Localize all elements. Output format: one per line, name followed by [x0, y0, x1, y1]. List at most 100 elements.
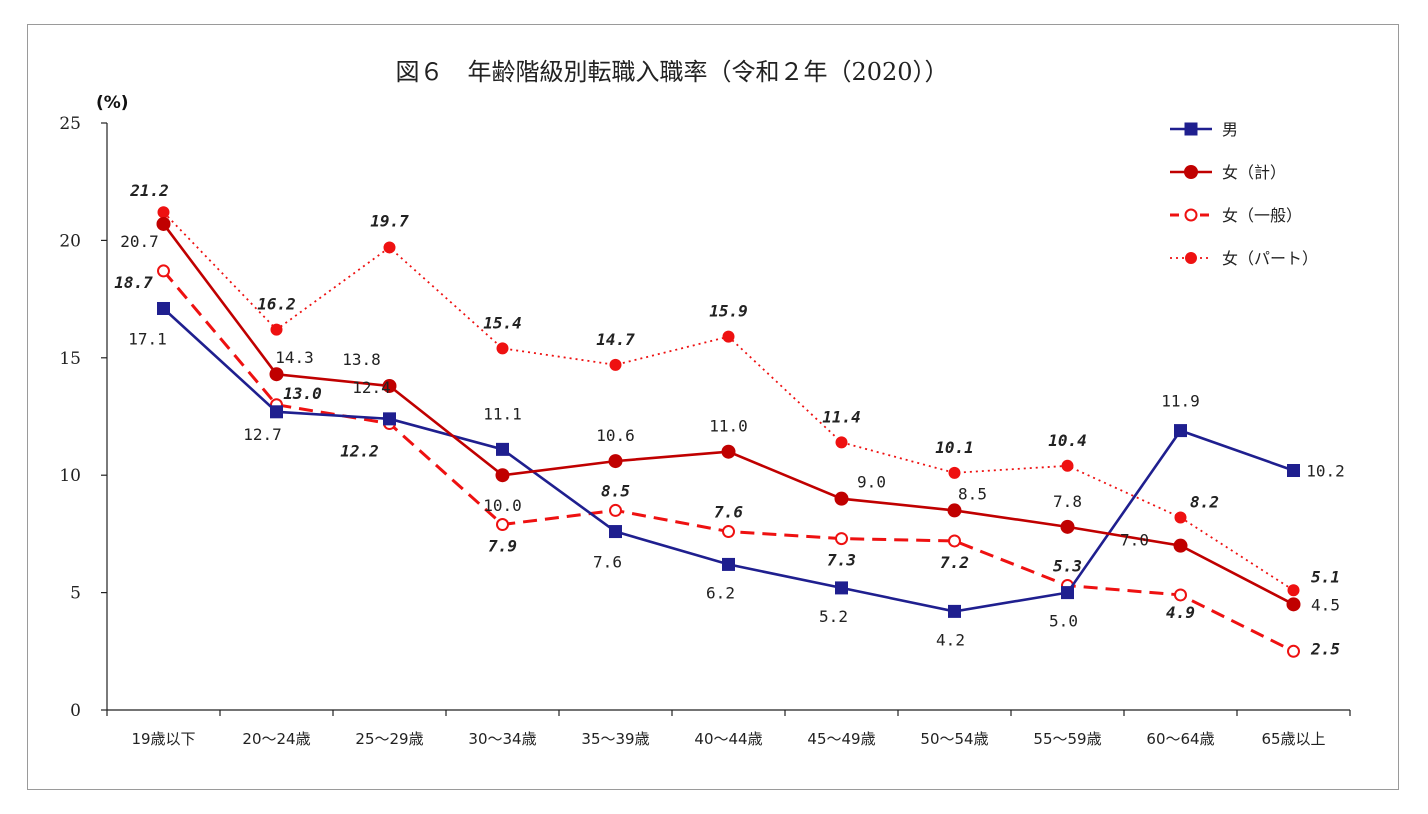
series-female-total [156, 216, 1301, 612]
series-layer [156, 206, 1301, 658]
data-label-female-part: 10.1 [935, 438, 974, 457]
y-tick-label: 20 [59, 231, 81, 251]
data-point-female-total [1173, 538, 1188, 553]
data-label-male: 10.2 [1306, 462, 1345, 481]
data-point-female-total [834, 491, 849, 506]
data-point-male [1061, 586, 1074, 600]
series-female-part [157, 206, 1300, 597]
data-point-female-total [269, 367, 284, 382]
data-label-male: 12.7 [243, 425, 282, 444]
data-label-female-total: 20.7 [120, 232, 159, 251]
data-point-female-part [609, 358, 622, 371]
data-point-female-total [1060, 519, 1075, 534]
data-label-female-total: 7.0 [1120, 531, 1149, 550]
y-axis-unit: (%) [96, 93, 129, 113]
data-label-female-total: 7.8 [1053, 492, 1082, 511]
legend-marker-male [1184, 122, 1198, 136]
x-tick-label: 25～29歳 [355, 730, 423, 748]
data-point-female-general [948, 534, 961, 548]
x-tick-label: 35～39歳 [581, 730, 649, 748]
data-point-female-part [157, 206, 170, 219]
data-point-female-part [835, 436, 848, 449]
data-point-male [270, 405, 283, 419]
data-point-female-part [270, 323, 283, 336]
data-label-male: 12.4 [352, 378, 391, 397]
x-tick-label: 50～54歳 [920, 730, 988, 748]
y-tick-label: 10 [59, 466, 81, 486]
data-label-female-general: 13.0 [283, 384, 322, 403]
data-point-female-total [1286, 597, 1301, 612]
data-point-female-general [722, 525, 735, 539]
data-label-female-general: 7.2 [940, 553, 969, 572]
data-point-female-part [496, 342, 509, 355]
y-tick-label: 25 [59, 114, 81, 134]
data-label-female-part: 10.4 [1048, 431, 1087, 450]
data-label-female-general: 8.5 [601, 481, 630, 500]
data-label-male: 5.0 [1049, 612, 1078, 631]
data-label-female-part: 16.2 [257, 295, 296, 314]
data-point-male [1174, 424, 1187, 438]
data-label-female-general: 7.3 [827, 551, 856, 570]
data-point-male [609, 525, 622, 539]
data-label-female-general: 12.2 [340, 442, 379, 461]
data-label-female-part: 19.7 [370, 211, 409, 230]
data-point-male [722, 557, 735, 571]
data-label-female-general: 7.6 [714, 503, 743, 522]
x-tick-label: 60～64歳 [1146, 730, 1214, 748]
data-point-female-part [1061, 459, 1074, 472]
data-point-female-general [609, 503, 622, 517]
data-point-female-total [947, 503, 962, 518]
data-label-male: 11.9 [1161, 392, 1200, 411]
chart-frame [27, 24, 1399, 790]
data-label-female-part: 21.2 [129, 181, 169, 200]
x-tick-label: 45～49歳 [807, 730, 875, 748]
data-label-female-general: 4.9 [1166, 603, 1195, 622]
data-label-female-part: 14.7 [596, 330, 635, 349]
data-point-female-general [496, 518, 509, 532]
data-point-female-general [1174, 588, 1187, 602]
legend-marker-female-general [1184, 208, 1198, 222]
data-label-male: 17.1 [128, 329, 167, 348]
data-label-female-general: 18.7 [114, 273, 153, 292]
data-label-female-general: 7.9 [488, 537, 517, 556]
data-point-male [383, 412, 396, 426]
data-point-female-part [383, 241, 396, 254]
legend-marker-female-total [1184, 165, 1198, 179]
data-point-female-general [1287, 644, 1300, 658]
data-label-male: 5.2 [819, 607, 848, 626]
legend-label-female-total: 女（計） [1222, 163, 1286, 182]
data-label-male: 11.1 [483, 404, 522, 423]
data-point-male [496, 442, 509, 456]
y-tick-label: 0 [70, 701, 81, 721]
legend-label-female-part: 女（パート） [1222, 249, 1318, 268]
data-label-female-total: 8.5 [958, 484, 987, 503]
data-point-female-total [495, 468, 510, 483]
data-label-female-part: 15.4 [483, 313, 522, 332]
data-label-female-total: 13.8 [342, 350, 381, 369]
x-tick-label: 40～44歳 [694, 730, 762, 748]
data-point-female-total [608, 454, 623, 469]
legend-label-male: 男 [1222, 120, 1238, 139]
data-point-male [948, 604, 961, 618]
data-label-female-total: 10.0 [483, 496, 522, 515]
data-point-female-total [721, 444, 736, 459]
data-label-female-part: 5.1 [1311, 567, 1340, 586]
data-point-female-part [1174, 511, 1187, 524]
legend-item-male: 男 [1170, 120, 1238, 139]
data-label-female-total: 14.3 [275, 348, 314, 367]
data-label-female-total: 9.0 [857, 473, 886, 492]
chart-title: 図６ 年齢階級別転職入職率（令和２年（2020）） [395, 58, 948, 86]
x-tick-label: 30～34歳 [468, 730, 536, 748]
axes: 0 5 10 15 20 25 19歳以下 20～24歳 25～29歳 30～34歳 35～39歳 4… [59, 114, 1351, 748]
y-tick-label: 15 [59, 349, 81, 369]
series-male [157, 301, 1300, 618]
data-point-female-general [835, 532, 848, 546]
data-label-male: 7.6 [593, 553, 622, 572]
data-point-female-part [722, 330, 735, 343]
legend-item-female-part: 女（パート） [1170, 249, 1318, 268]
data-label-female-general: 2.5 [1310, 639, 1340, 658]
x-tick-label: 55～59歳 [1033, 730, 1101, 748]
data-point-female-total [156, 216, 171, 231]
data-point-male [835, 581, 848, 595]
